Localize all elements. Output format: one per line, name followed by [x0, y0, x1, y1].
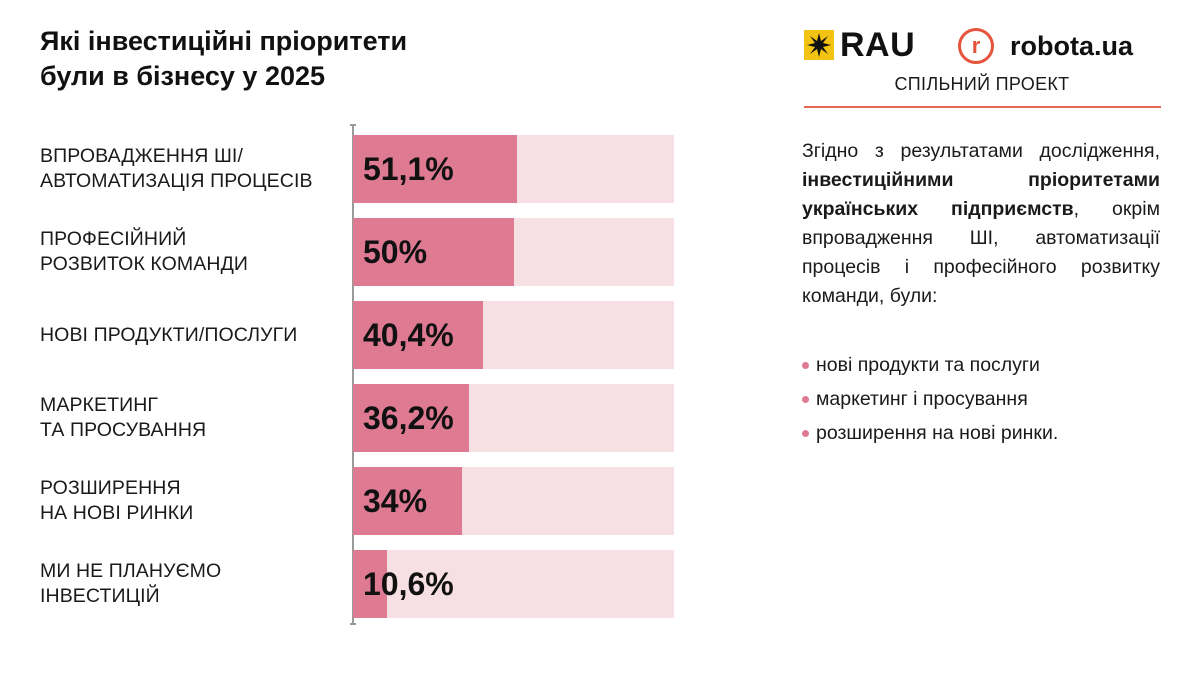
category-label-line: АВТОМАТИЗАЦІЯ ПРОЦЕСІВ: [40, 170, 313, 192]
chart-title: Які інвестиційні пріоритети були в бізне…: [40, 24, 500, 94]
bar: [353, 467, 463, 535]
category-label-line: РОЗВИТОК КОМАНДИ: [40, 253, 248, 275]
bar-value-label: 40,4%: [363, 317, 454, 353]
bar: [353, 550, 388, 618]
bar-value-label: 50%: [363, 234, 428, 270]
bar: [353, 218, 514, 286]
category-label-line: НОВІ ПРОДУКТИ/ПОСЛУГИ: [40, 323, 298, 346]
category-label-line: ТА ПРОСУВАННЯ: [40, 419, 207, 441]
category-label: ВПРОВАДЖЕННЯ ШІ/АВТОМАТИЗАЦІЯ ПРОЦЕСІВ: [40, 144, 340, 194]
bar-chart: ВПРОВАДЖЕННЯ ШІ/АВТОМАТИЗАЦІЯ ПРОЦЕСІВ 51…: [40, 124, 674, 625]
bar: [353, 135, 518, 203]
category-label-line: МИ НЕ ПЛАНУЄМО: [40, 560, 222, 582]
bar-value-label: 36,2%: [363, 400, 454, 436]
bar-track: 40,4%: [353, 301, 674, 369]
bar-track: 10,6%: [353, 550, 674, 618]
description-text: Згідно з результатами дослідження, інвес…: [802, 137, 1160, 311]
axis-tick-top: [350, 124, 356, 126]
robota-r-icon: r: [971, 33, 981, 58]
category-label: МИ НЕ ПЛАНУЄМО ІНВЕСТИЦІЙ: [40, 559, 340, 609]
bar-value-label: 10,6%: [363, 566, 454, 602]
description-bold: інвестиційними пріоритетами українських …: [802, 169, 1160, 220]
category-label: РОЗШИРЕННЯ НА НОВІ РИНКИ: [40, 476, 340, 526]
bar-value-label: 51,1%: [363, 151, 454, 187]
rau-logo-text: RAU: [840, 26, 916, 64]
category-label-line: ІНВЕСТИЦІЙ: [40, 585, 160, 607]
header-divider: [804, 106, 1161, 108]
bar-track: 34%: [353, 467, 674, 535]
category-label-line: ПРОФЕСІЙНИЙ: [40, 228, 187, 250]
bullet-dot-icon: [802, 362, 809, 369]
bar-track: 50%: [353, 218, 674, 286]
robota-circle-icon: [958, 28, 994, 64]
bar: [353, 301, 483, 369]
bullet-item: нові продукти та послуги: [802, 348, 1162, 382]
category-label-line: ВПРОВАДЖЕННЯ ШІ/: [40, 145, 243, 167]
title-line-1: Які інвестиційні пріоритети: [40, 26, 408, 56]
bullet-item: маркетинг і просування: [802, 382, 1162, 416]
bullet-dot-icon: [802, 430, 809, 437]
bullet-text: розширення на нові ринки.: [816, 422, 1059, 444]
priority-bullet-list: нові продукти та послуги маркетинг і про…: [802, 348, 1162, 450]
category-label-line: МАРКЕТИНГ: [40, 394, 159, 416]
bar-track: 36,2%: [353, 384, 674, 452]
robota-logo-text: robota.ua: [1010, 31, 1134, 61]
title-line-2: були в бізнесу у 2025: [40, 61, 326, 91]
category-label: МАРКЕТИНГ ТА ПРОСУВАННЯ: [40, 393, 340, 443]
category-label: ПРОФЕСІЙНИЙ РОЗВИТОК КОМАНДИ: [40, 227, 340, 277]
category-label: НОВІ ПРОДУКТИ/ПОСЛУГИ: [40, 323, 340, 348]
bar: [353, 384, 470, 452]
bullet-text: маркетинг і просування: [816, 388, 1028, 410]
axis-tick-bottom: [350, 623, 356, 625]
chart-axis-line: [352, 125, 354, 625]
joint-project-label: СПІЛЬНИЙ ПРОЕКТ: [894, 74, 1070, 94]
bar-value-label: 34%: [363, 483, 428, 519]
bullet-item: розширення на нові ринки.: [802, 416, 1162, 450]
bullet-text: нові продукти та послуги: [816, 354, 1040, 376]
rau-star-icon: [804, 30, 834, 60]
description-part-2: , окрім впровадження ШІ, автоматизації п…: [802, 198, 1160, 307]
description-part-1: Згідно з результатами дослідження,: [802, 140, 1160, 162]
bar-track: 51,1%: [353, 135, 674, 203]
bullet-dot-icon: [802, 396, 809, 403]
category-label-line: РОЗШИРЕННЯ: [40, 477, 181, 499]
category-label-line: НА НОВІ РИНКИ: [40, 502, 194, 524]
